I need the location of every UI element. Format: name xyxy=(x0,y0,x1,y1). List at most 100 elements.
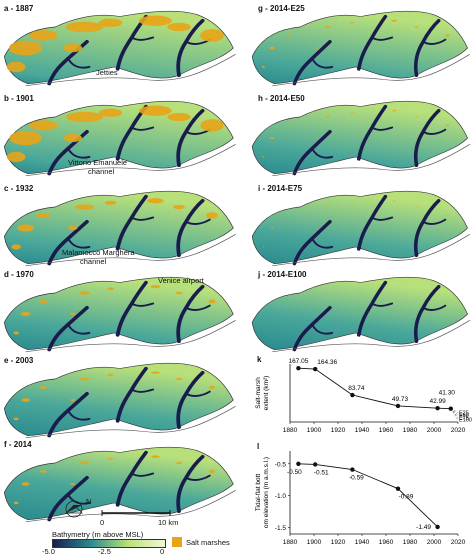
salt-marsh-patch xyxy=(66,22,104,33)
data-label: -0.89 xyxy=(399,494,414,501)
salt-marsh-patch xyxy=(151,455,159,458)
salt-marsh-patch xyxy=(415,26,419,28)
salt-marsh-patch xyxy=(150,285,160,288)
salt-marsh-patch xyxy=(40,470,47,473)
x-tick-label: 1900 xyxy=(307,427,322,434)
x-tick-label: 1880 xyxy=(283,539,298,546)
salt-marsh-patch xyxy=(200,29,224,42)
salt-marsh-label: Salt marshes xyxy=(186,538,230,547)
map-left-0 xyxy=(2,6,238,90)
salt-marsh-patch xyxy=(11,244,20,249)
salt-marsh-patch xyxy=(392,110,396,111)
salt-marsh-patch xyxy=(14,502,19,505)
salt-marsh-patch xyxy=(351,112,354,113)
salt-marsh-patch xyxy=(13,331,19,334)
data-label: -0.50 xyxy=(287,469,302,476)
salt-marsh-patch xyxy=(315,47,318,49)
y-tick-label: -1.5 xyxy=(275,525,287,532)
airport-label: Venice airport xyxy=(158,276,204,285)
salt-marsh-patch xyxy=(209,300,216,304)
salt-marsh-patch xyxy=(36,213,50,218)
data-label: 83.74 xyxy=(348,385,365,392)
x-tick-label: 1940 xyxy=(355,539,370,546)
salt-marsh-patch xyxy=(263,246,264,247)
salt-marsh-patch xyxy=(167,23,191,31)
salt-marsh-patch xyxy=(99,109,122,117)
data-label: -0.51 xyxy=(314,469,329,476)
data-point xyxy=(396,486,400,490)
y-tick-label: -1.0 xyxy=(275,493,287,500)
data-point xyxy=(449,406,453,410)
data-point xyxy=(313,462,317,466)
salt-marsh-patch xyxy=(151,371,160,374)
y-axis-label: Tidal-flat bott xyxy=(255,474,262,512)
salt-marsh-patch xyxy=(29,30,57,41)
scenario-label: E100 xyxy=(459,418,472,424)
salt-marsh-patch xyxy=(39,300,47,303)
salt-marsh-patch xyxy=(175,292,182,295)
map-panel-label: c - 1932 xyxy=(4,184,33,193)
salt-marsh-patch xyxy=(70,483,75,485)
x-tick-label: 2020 xyxy=(451,539,466,546)
salt-marsh-patch xyxy=(7,62,26,73)
scale-ten: 10 km xyxy=(158,518,178,527)
x-tick-label: 1960 xyxy=(379,539,394,546)
salt-marsh-patch xyxy=(9,41,42,56)
salt-marsh-patch xyxy=(271,227,274,228)
north-label: N xyxy=(86,497,91,506)
vittorio-label-2: channel xyxy=(88,167,114,176)
map-panel-label: e - 2003 xyxy=(4,356,33,365)
salt-marsh-patch xyxy=(80,462,89,465)
salt-marsh-patch xyxy=(105,201,117,205)
salt-marsh-patch xyxy=(173,205,185,209)
salt-marsh-patch xyxy=(325,116,330,117)
map-panel-label: h - 2014-E50 xyxy=(258,94,305,103)
map-panel-label: g - 2014-E25 xyxy=(258,4,305,13)
map-panel-label: j - 2014-E100 xyxy=(258,270,306,279)
salt-marsh-patch xyxy=(139,106,172,116)
x-tick-label: 1900 xyxy=(307,539,322,546)
x-tick-label: 2000 xyxy=(427,427,442,434)
salt-marsh-patch xyxy=(21,312,31,316)
salt-marsh-patch xyxy=(270,137,274,139)
data-point xyxy=(313,367,317,371)
salt-marsh-patch xyxy=(108,374,114,376)
salt-marsh-patch xyxy=(139,15,172,26)
salt-marsh-patch xyxy=(325,26,331,28)
map-right-3 xyxy=(250,272,472,356)
salt-marsh-patch xyxy=(70,399,75,401)
map-left-2 xyxy=(2,186,238,270)
data-point xyxy=(296,462,300,466)
salt-marsh-patch xyxy=(316,228,317,229)
salt-marsh-patch xyxy=(209,386,215,389)
data-point xyxy=(350,393,354,397)
map-panel-label: d - 1970 xyxy=(4,270,34,279)
data-label: -1.49 xyxy=(416,524,431,531)
salt-marsh-patch xyxy=(393,200,396,201)
data-point xyxy=(350,467,354,471)
y-tick-label: -0.5 xyxy=(275,461,287,468)
data-point xyxy=(396,404,400,408)
salt-marsh-patch xyxy=(14,418,19,421)
salt-marsh-patch xyxy=(262,66,265,68)
data-label: 164.36 xyxy=(317,359,337,366)
salt-marsh-patch xyxy=(9,131,42,145)
salt-marsh-patch xyxy=(351,202,353,203)
salt-marsh-patch xyxy=(79,291,90,294)
salt-marsh-patch xyxy=(447,215,449,216)
x-tick-label: 1940 xyxy=(355,427,370,434)
salt-marsh-patch xyxy=(108,458,114,460)
map-right-0 xyxy=(250,6,472,90)
map-right-2 xyxy=(250,186,472,270)
data-point xyxy=(296,366,300,370)
map-panel-label: i - 2014-E75 xyxy=(258,184,302,193)
data-label: 49.73 xyxy=(392,396,409,403)
bathymetry-title: Bathymetry (m above MSL) xyxy=(52,530,143,539)
data-label: 167.05 xyxy=(288,358,308,365)
x-tick-label: 1920 xyxy=(331,427,346,434)
x-tick-label: 1920 xyxy=(331,539,346,546)
x-tick-label: 1960 xyxy=(379,427,394,434)
scale-bar xyxy=(98,510,178,516)
salt-marsh-patch xyxy=(40,386,47,389)
